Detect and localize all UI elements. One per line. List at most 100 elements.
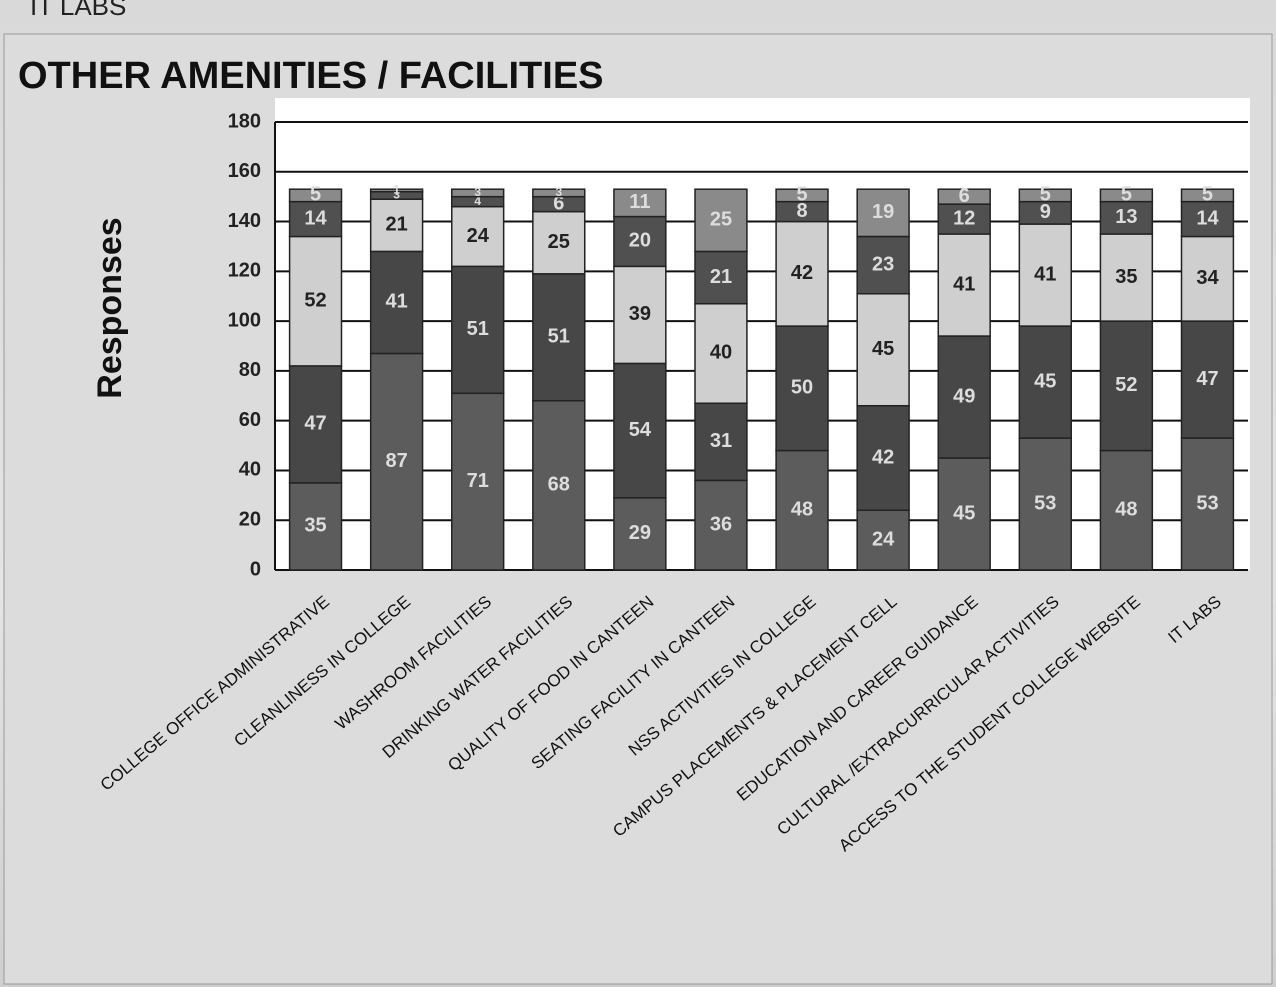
bar-segment <box>856 404 910 512</box>
bar-segment <box>1018 188 1072 203</box>
data-label: 24 <box>467 225 490 247</box>
y-tick-label: 160 <box>228 160 261 182</box>
y-tick-label: 80 <box>239 359 261 381</box>
y-tick-label: 100 <box>228 309 261 331</box>
data-label: 41 <box>1034 263 1056 285</box>
bar-segment <box>288 188 343 203</box>
chart-title: OTHER AMENITIES / FACILITIES <box>18 55 604 97</box>
data-label: 31 <box>710 430 732 452</box>
bar-segment <box>288 200 343 238</box>
bar-segment <box>451 205 505 268</box>
bar-segment <box>856 235 910 295</box>
data-label: 21 <box>710 266 732 288</box>
data-label: 41 <box>953 273 975 295</box>
bar-segment <box>451 265 505 395</box>
data-label: 54 <box>629 419 652 441</box>
bar-segment <box>532 273 586 402</box>
y-tick-label: 40 <box>239 459 261 481</box>
data-label: 3 <box>555 185 562 199</box>
bar-segment <box>369 198 424 253</box>
bar-segment <box>937 188 991 205</box>
page-header: IT LABS <box>30 0 126 21</box>
bar-segment <box>937 203 991 235</box>
bar-segment <box>1099 188 1154 203</box>
bar-segment <box>856 188 910 238</box>
data-label: 45 <box>872 338 894 360</box>
data-label: 41 <box>386 291 408 313</box>
bar-segment <box>1018 437 1072 571</box>
bar-segment <box>369 352 424 571</box>
data-label: 48 <box>791 499 813 521</box>
bar-segment <box>1180 188 1235 203</box>
data-label: 42 <box>872 446 894 468</box>
bar-segment <box>694 302 748 404</box>
data-label: 53 <box>1034 492 1056 514</box>
bar-segment <box>613 215 667 268</box>
data-label: 87 <box>386 450 408 472</box>
data-label: 4 <box>474 194 481 208</box>
bar-segment <box>451 188 505 198</box>
data-label: 5 <box>796 184 807 206</box>
data-label: 25 <box>710 209 732 231</box>
bar-segment <box>694 402 748 482</box>
data-label: 6 <box>553 192 564 214</box>
data-label: 5 <box>1040 184 1051 206</box>
data-label: 47 <box>304 413 326 435</box>
bar-segment <box>1180 320 1235 439</box>
data-label: 51 <box>467 318 489 340</box>
bar-segment <box>532 188 586 198</box>
bar-segment <box>937 335 991 459</box>
y-tick-label: 20 <box>239 509 261 531</box>
y-axis-label: Responses <box>91 217 129 398</box>
data-label: 23 <box>872 253 894 275</box>
data-label: 39 <box>629 303 651 325</box>
bar-segment <box>613 188 667 218</box>
data-label: 35 <box>1115 266 1137 288</box>
data-label: 3 <box>393 188 400 202</box>
data-label: 50 <box>791 377 813 399</box>
bar-segment <box>1018 325 1072 439</box>
data-label: 49 <box>953 385 975 407</box>
data-label: 48 <box>1115 499 1137 521</box>
y-tick-label: 60 <box>239 409 261 431</box>
data-label: 6 <box>959 185 970 207</box>
data-label: 45 <box>1034 370 1056 392</box>
data-label: 45 <box>953 502 975 524</box>
data-label: 21 <box>386 214 408 236</box>
bar-segment <box>775 188 829 203</box>
data-label: 68 <box>548 474 570 496</box>
bar-segment <box>775 449 829 571</box>
y-tick-label: 120 <box>228 260 261 282</box>
data-label: 12 <box>953 207 975 229</box>
bar-segment <box>288 235 343 367</box>
data-label: 34 <box>1196 267 1219 289</box>
y-tick-label: 140 <box>228 210 261 232</box>
data-label: 42 <box>791 262 813 284</box>
data-label: 29 <box>629 522 651 544</box>
data-label: 52 <box>304 289 326 311</box>
bar-segment <box>775 325 829 452</box>
data-label: 20 <box>629 230 651 252</box>
bar-segment <box>613 362 667 499</box>
bar-segment <box>937 457 991 571</box>
bar-segment <box>937 233 991 337</box>
data-label: 53 <box>1196 492 1218 514</box>
data-label: 25 <box>548 231 570 253</box>
bar-segment <box>288 482 343 571</box>
data-label: 71 <box>467 470 489 492</box>
bar-segment <box>856 292 910 407</box>
bar-segment <box>369 188 424 193</box>
data-label: 13 <box>1115 206 1137 228</box>
bar-segment <box>694 479 748 571</box>
data-label: 9 <box>1040 201 1051 223</box>
bar-segment <box>1099 320 1154 452</box>
plot-area <box>275 98 1250 570</box>
data-label: 36 <box>710 513 732 535</box>
bar-segment <box>1180 437 1235 571</box>
data-label: 5 <box>1202 184 1213 206</box>
data-label: 47 <box>1196 368 1218 390</box>
bar-segment <box>1099 233 1154 322</box>
data-label: 40 <box>710 342 732 364</box>
